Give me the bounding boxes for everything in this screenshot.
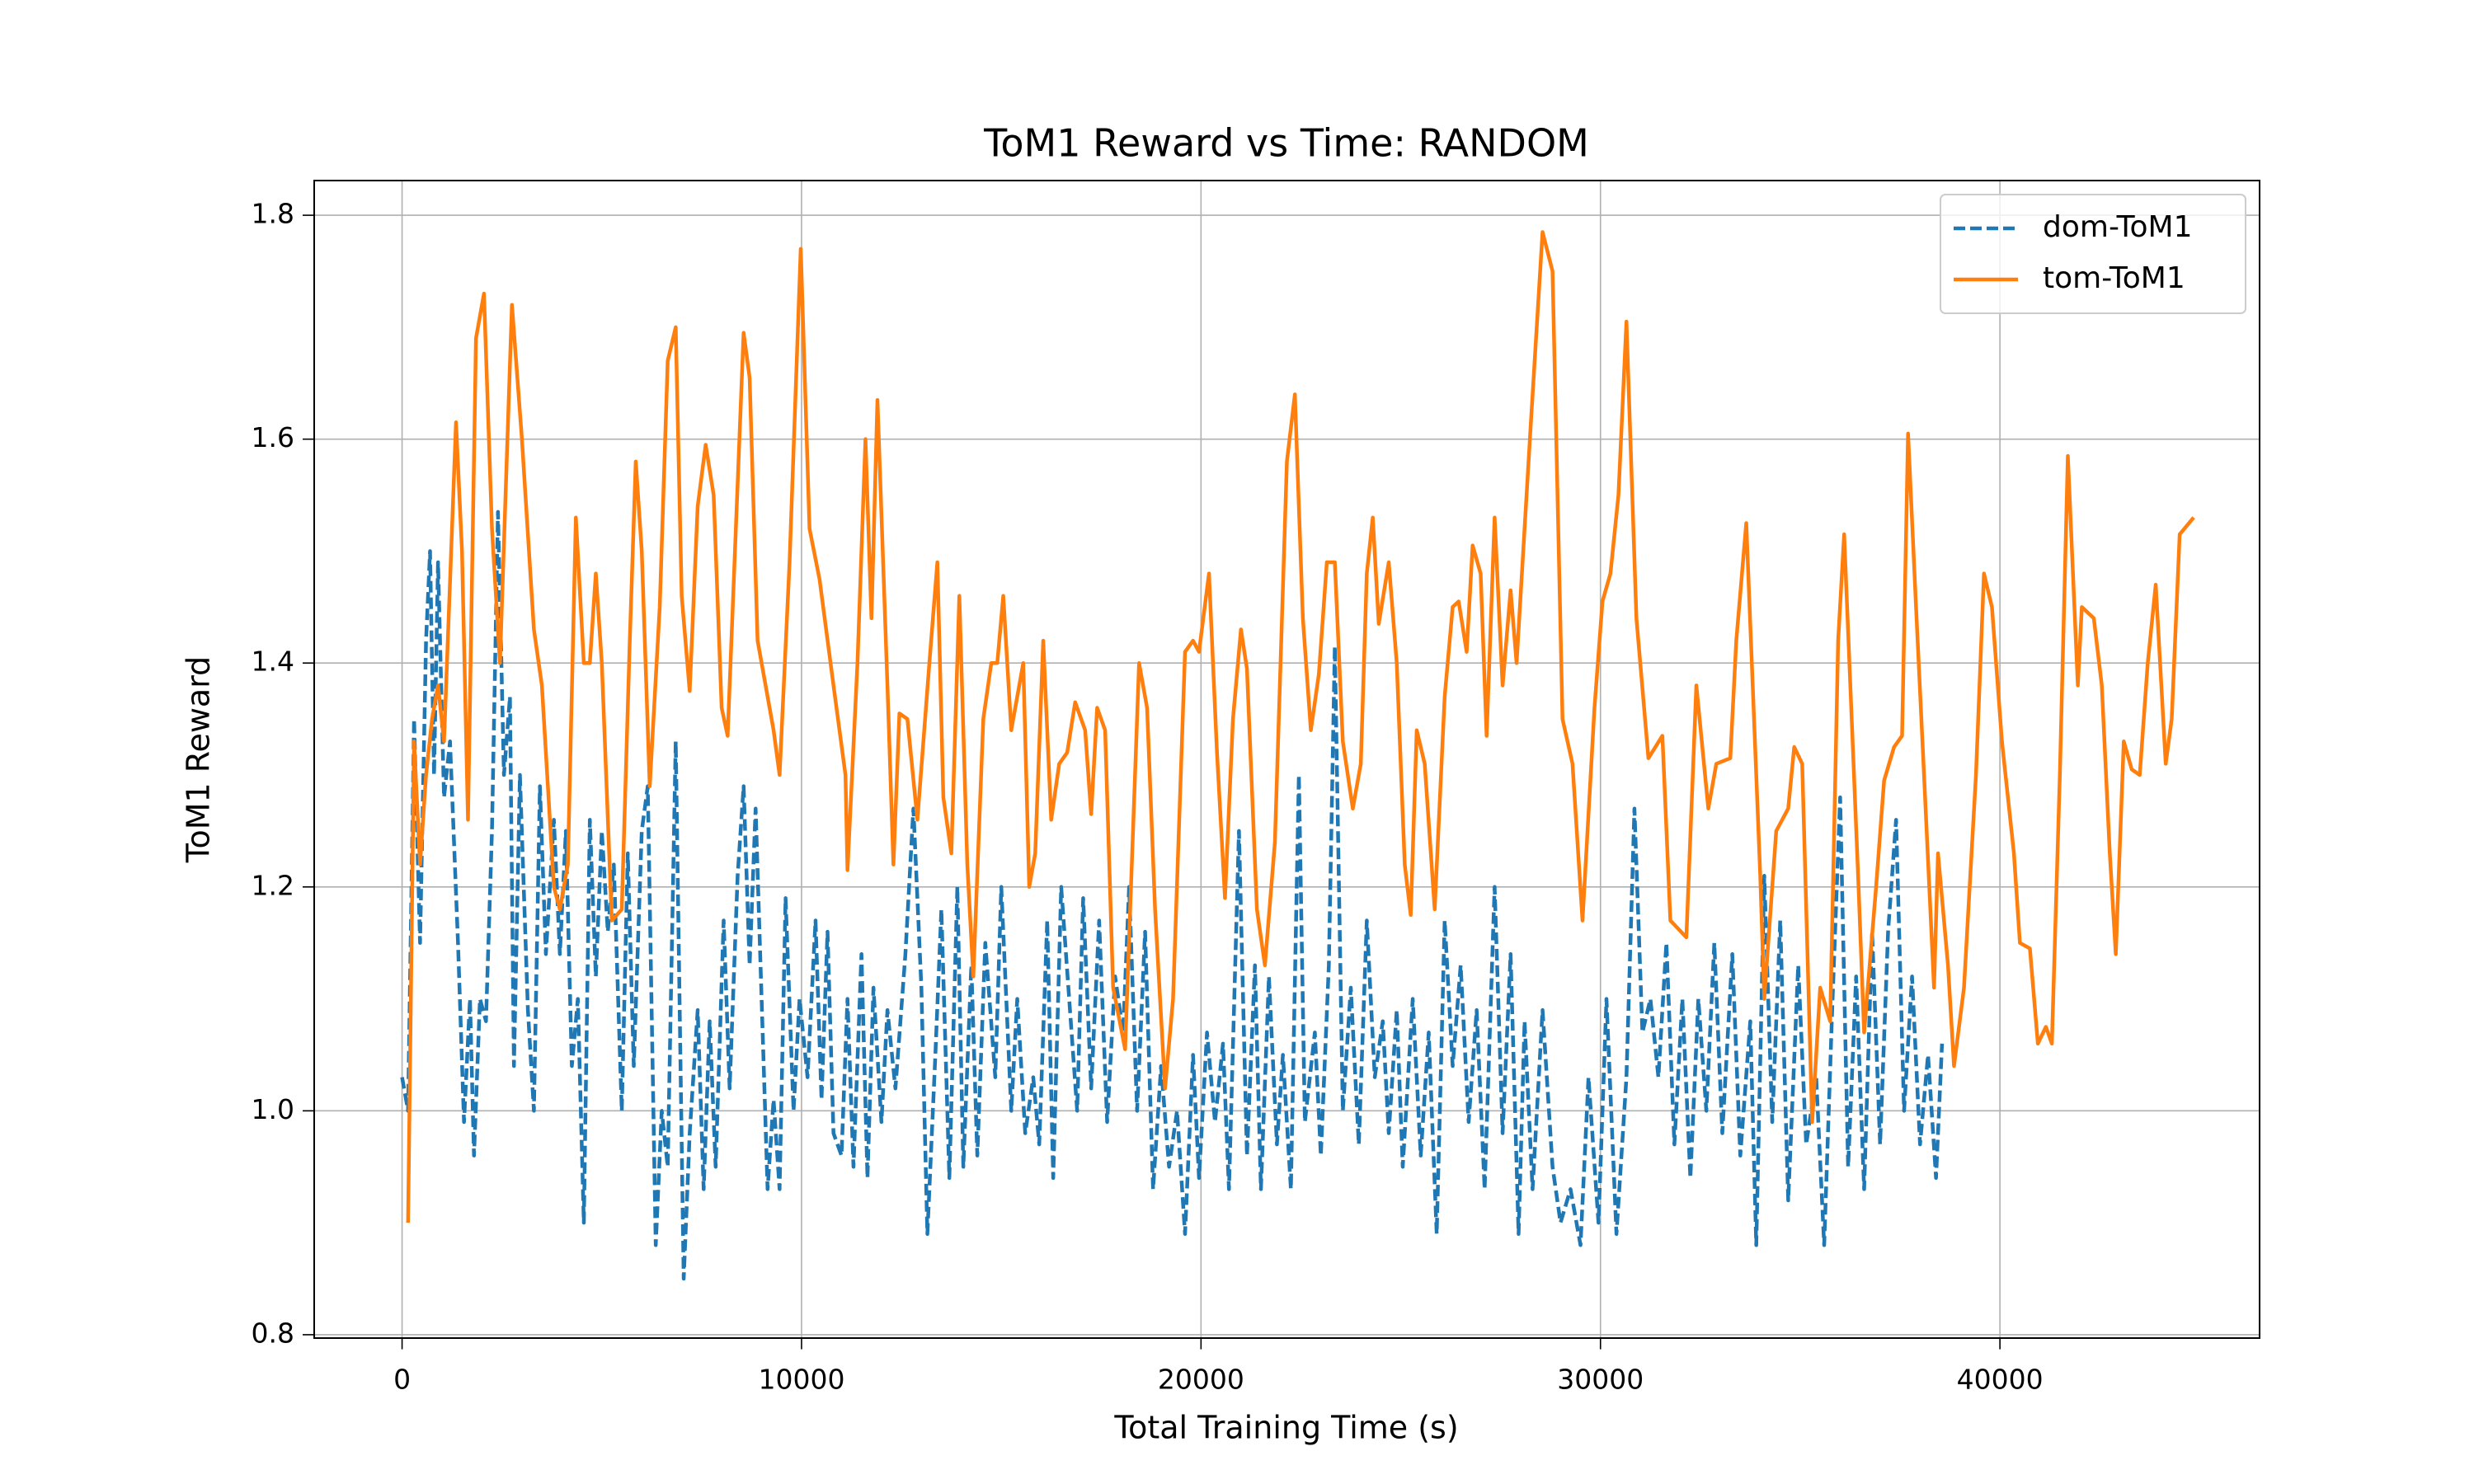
plot-frame <box>313 180 2260 1339</box>
x-axis-label: Total Training Time (s) <box>1113 1410 1458 1446</box>
y-axis-label: ToM1 Reward <box>181 656 217 864</box>
x-tick-label: 20000 <box>1158 1364 1244 1396</box>
y-tick-label: 1.4 <box>252 646 294 678</box>
data-line <box>400 510 1945 1281</box>
y-tick-label: 1.8 <box>252 198 294 230</box>
x-tick-label: 40000 <box>1957 1364 2044 1396</box>
y-tick-label: 1.0 <box>252 1093 294 1125</box>
y-tick-label: 0.8 <box>252 1317 294 1349</box>
plot-area <box>400 230 2195 1281</box>
chart-title: ToM1 Reward vs Time: RANDOM <box>983 121 1589 166</box>
x-tick-label: 0 <box>393 1364 411 1396</box>
legend-box <box>1940 194 2246 314</box>
x-tick-label: 10000 <box>758 1364 844 1396</box>
x-tick-label: 30000 <box>1557 1364 1644 1396</box>
data-line <box>406 230 2195 1223</box>
legend-label: tom-ToM1 <box>2043 261 2185 295</box>
legend-label: dom-ToM1 <box>2043 210 2193 244</box>
y-tick-label: 1.2 <box>252 869 294 901</box>
y-tick-label: 1.6 <box>252 421 294 453</box>
